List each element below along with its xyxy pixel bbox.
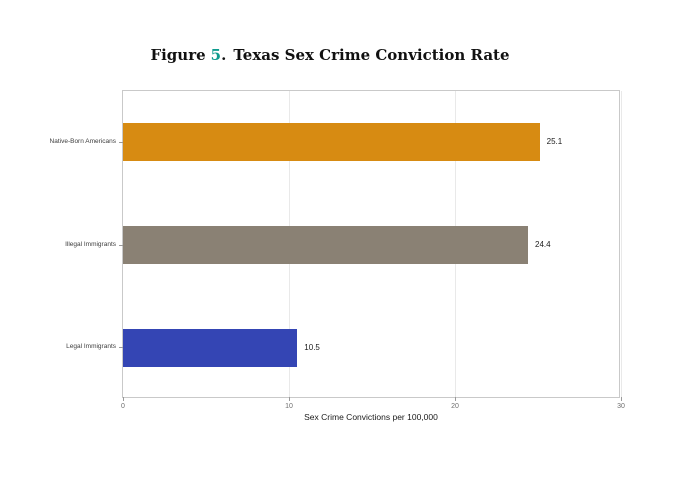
figure-title-text: Texas Sex Crime Conviction Rate (233, 46, 510, 64)
figure-label-prefix: Figure (150, 46, 206, 64)
bar-1 (123, 123, 540, 162)
value-label: 10.5 (304, 342, 320, 352)
gridline-x-30 (620, 91, 622, 397)
x-axis-tick-20 (454, 397, 456, 401)
x-tick-label-30: 30 (617, 403, 625, 410)
category-label: Illegal Immigrants (65, 240, 116, 248)
y-axis-tick (119, 244, 123, 246)
plot-area: Native-Born Americans 25.1 Illegal Immigra… (50, 90, 625, 422)
x-axis-title: Sex Crime Convictions per 100,000 (304, 412, 438, 422)
x-tick-label-0: 0 (121, 403, 125, 410)
bar-3 (123, 328, 298, 367)
category-label: Native-Born Americans (49, 137, 116, 145)
category-label: Legal Immigrants (66, 343, 116, 351)
figure-title: Figure 5. Texas Sex Crime Conviction Rate (0, 46, 660, 64)
x-tick-label-20: 20 (451, 403, 459, 410)
bar-2 (123, 226, 529, 264)
x-axis-tick-0 (122, 397, 124, 401)
plot-panel: Native-Born Americans 25.1 Illegal Immigra… (50, 90, 625, 410)
y-axis-tick (119, 141, 123, 143)
value-label: 24.4 (535, 240, 551, 249)
x-axis-tick-30 (620, 397, 622, 401)
figure-label-separator: . (221, 46, 227, 64)
value-label: 25.1 (546, 137, 563, 147)
x-tick-label-10: 10 (285, 403, 293, 410)
figure-number: 5 (210, 46, 222, 64)
x-axis-tick-10 (288, 397, 290, 401)
y-axis-tick (119, 347, 123, 349)
